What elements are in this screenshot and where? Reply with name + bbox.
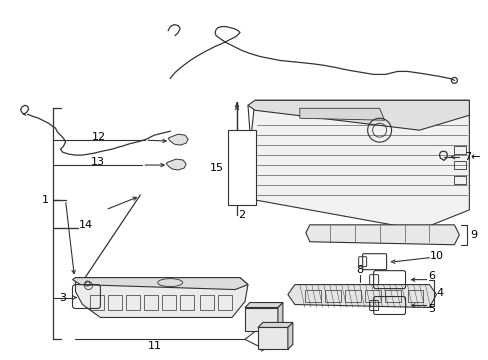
Text: 1: 1 — [42, 195, 49, 205]
Bar — [108, 294, 122, 310]
Polygon shape — [305, 225, 458, 245]
Polygon shape — [244, 302, 283, 307]
Bar — [304, 289, 320, 302]
Bar — [364, 289, 380, 302]
Bar — [162, 294, 176, 310]
Text: 11: 11 — [148, 341, 162, 351]
Bar — [324, 289, 340, 302]
Bar — [384, 289, 400, 302]
Bar — [344, 289, 360, 302]
Bar — [90, 294, 104, 310]
Bar — [453, 176, 466, 184]
Text: 3: 3 — [59, 293, 66, 302]
Text: 6: 6 — [427, 271, 434, 281]
Polygon shape — [287, 323, 292, 349]
Polygon shape — [247, 100, 468, 130]
Polygon shape — [247, 100, 468, 230]
Bar — [453, 146, 466, 154]
Polygon shape — [258, 323, 292, 328]
Polygon shape — [299, 108, 384, 120]
Bar — [407, 289, 423, 302]
Polygon shape — [168, 134, 188, 145]
Polygon shape — [287, 285, 436, 307]
Bar — [227, 145, 245, 200]
Text: 2: 2 — [238, 210, 245, 220]
Bar — [453, 161, 466, 169]
Bar — [218, 294, 232, 310]
Polygon shape — [277, 302, 283, 332]
Text: 8: 8 — [355, 265, 363, 275]
Text: 13: 13 — [90, 157, 104, 167]
Text: 10: 10 — [428, 251, 443, 261]
Bar — [144, 294, 158, 310]
Bar — [227, 130, 255, 205]
Polygon shape — [75, 278, 247, 318]
Text: 15: 15 — [210, 163, 224, 173]
Text: 5: 5 — [427, 305, 434, 315]
Polygon shape — [258, 328, 287, 349]
Polygon shape — [166, 159, 186, 170]
Text: 7←: 7← — [464, 152, 480, 162]
Polygon shape — [72, 278, 247, 289]
Bar — [180, 294, 194, 310]
Text: 4: 4 — [436, 288, 443, 298]
Bar — [200, 294, 214, 310]
Text: 9: 9 — [469, 230, 476, 240]
Bar — [126, 294, 140, 310]
Text: 12: 12 — [91, 132, 105, 142]
Polygon shape — [244, 307, 277, 332]
Text: 14: 14 — [78, 220, 92, 230]
